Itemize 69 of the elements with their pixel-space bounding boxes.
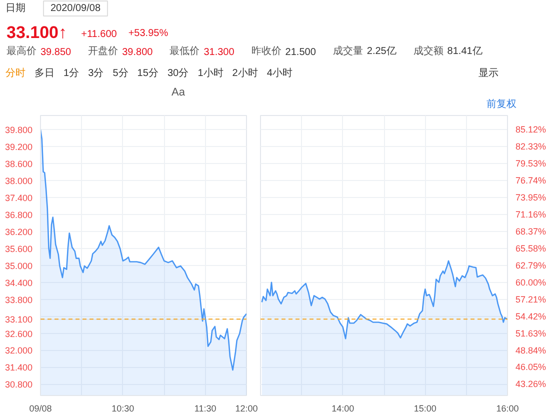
text: 30分 — [168, 67, 189, 79]
text: 显示 — [478, 68, 498, 79]
text: 76.74% — [516, 176, 546, 186]
text: +53.95% — [128, 28, 168, 39]
chart-title: 33.100↑ — [6, 23, 67, 42]
x-tick-label: 16:00 — [496, 404, 519, 414]
text: 15分 — [137, 67, 158, 79]
y-tick-label: 37.400 — [4, 193, 33, 204]
text: 5分 — [112, 67, 128, 79]
text: 48.84% — [516, 345, 546, 356]
text: Aa — [172, 86, 186, 98]
y-tick-label: 31.400 — [4, 362, 33, 373]
y-tick-label: 36.800 — [4, 210, 33, 220]
y-tick-label: 38.000 — [4, 176, 33, 186]
text: 4小时 — [266, 67, 292, 79]
text: 71.16% — [516, 210, 546, 220]
text: 最低价 — [170, 45, 200, 57]
text: 成交量 — [332, 45, 363, 57]
y-tick-label: 30.800 — [4, 380, 33, 390]
text: 81.41亿 — [447, 46, 482, 57]
y-tick-label: 39.800 — [4, 125, 33, 136]
text: 85.12% — [516, 124, 546, 135]
text: 39.850 — [40, 47, 72, 58]
text: 43.26% — [516, 379, 546, 390]
text: 2.25亿 — [366, 46, 396, 57]
text: 开盘价 — [88, 45, 118, 57]
text: 54.42% — [516, 311, 546, 322]
text: 82.33% — [516, 142, 546, 152]
text: 昨收价 — [251, 45, 282, 57]
y-tick-label: 34.400 — [4, 278, 33, 288]
y-tick-label: 35.000 — [4, 260, 33, 271]
y-tick-label: 33.800 — [4, 294, 33, 305]
text: 79.53% — [516, 158, 546, 169]
text: 前复权 — [486, 98, 516, 110]
text: 60.00% — [516, 277, 546, 288]
text: 31.300 — [204, 47, 235, 58]
text: 分时 — [6, 67, 26, 79]
x-tick-label: 11:30 — [194, 404, 216, 414]
x-tick-label: 12:00 — [235, 404, 258, 414]
text: 62.79% — [516, 260, 546, 270]
text: 1小时 — [198, 67, 224, 79]
y-tick-label: 32.000 — [4, 346, 33, 356]
text: 多日 — [34, 67, 54, 79]
text: 57.21% — [516, 294, 546, 304]
text: 39.800 — [122, 47, 154, 58]
text: 日期 — [6, 2, 26, 14]
text: 最高价 — [6, 45, 36, 57]
y-tick-label: 35.600 — [4, 244, 33, 254]
text: 2小时 — [232, 67, 258, 79]
text: 2020/09/08 — [50, 3, 101, 14]
x-tick-label: 10:30 — [112, 404, 134, 414]
y-tick-label: 36.200 — [4, 226, 33, 237]
y-tick-label: 32.600 — [4, 328, 33, 339]
text: +11.600 — [81, 29, 118, 40]
x-tick-label: 14:00 — [332, 404, 354, 414]
text: 65.58% — [516, 243, 546, 254]
text: 73.95% — [516, 192, 546, 203]
x-tick-label: 15:00 — [414, 404, 436, 414]
text: 51.63% — [516, 328, 546, 338]
text: 68.37% — [516, 226, 546, 236]
text: 1分 — [64, 67, 80, 79]
y-tick-label: 33.100 — [4, 314, 33, 325]
y-tick-label: 38.600 — [4, 159, 33, 170]
text: 21.500 — [285, 47, 316, 58]
text: 46.05% — [516, 362, 546, 372]
x-tick-label: 09/08 — [29, 404, 52, 414]
text: 成交额 — [413, 45, 444, 57]
text: 3分 — [88, 67, 104, 79]
y-tick-label: 39.200 — [4, 142, 33, 152]
